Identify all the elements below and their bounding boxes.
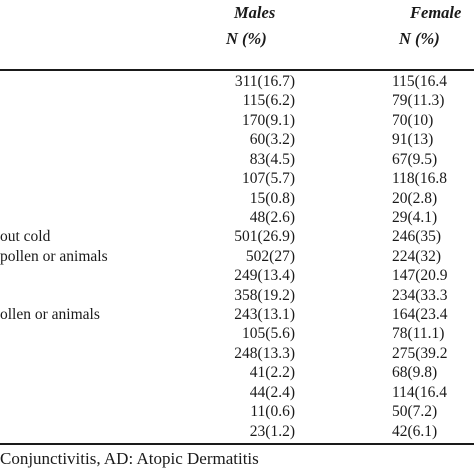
cell-males: 115(6.2) [242, 92, 295, 110]
row-label: out cold [0, 228, 51, 246]
cell-males: 11(0.6) [250, 403, 295, 421]
cell-females: 118(16.8 [392, 170, 447, 188]
cell-females: 42(6.1) [392, 422, 438, 440]
table-bottom-rule [0, 443, 474, 445]
cell-males: 248(13.3) [234, 344, 295, 362]
cell-females: 78(11.1) [392, 325, 445, 343]
table-row: 170(9.1) 70(10) [0, 111, 474, 130]
table-row: 15(0.8) 20(2.8) [0, 189, 474, 208]
cell-males: 105(5.6) [242, 325, 295, 343]
column-unit-males: N (%) [226, 29, 267, 48]
column-header-females: Female [410, 3, 462, 22]
cell-males: 15(0.8) [249, 189, 295, 207]
table-row: 60(3.2) 91(13) [0, 130, 474, 149]
table-row: pollen or animals 502(27) 224(32) [0, 247, 474, 266]
cell-males: 83(4.5) [249, 150, 295, 168]
table-row: 11(0.6) 50(7.2) [0, 402, 474, 421]
column-header-males: Males [234, 3, 276, 22]
table-row: 83(4.5) 67(9.5) [0, 150, 474, 169]
cell-females: 91(13) [392, 131, 434, 149]
cell-females: 147(20.9 [392, 267, 448, 285]
cell-females: 115(16.4 [392, 73, 447, 90]
cell-females: 275(39.2 [392, 344, 448, 362]
cell-males: 60(3.2) [249, 131, 295, 149]
table-row: 249(13.4) 147(20.9 [0, 266, 474, 285]
table-row: 48(2.6) 29(4.1) [0, 208, 474, 227]
cell-females: 79(11.3) [392, 92, 445, 110]
table-top-rule [0, 69, 474, 71]
cell-females: 70(10) [392, 111, 434, 129]
table-row: 248(13.3) 275(39.2 [0, 344, 474, 363]
cell-males: 311(16.7) [234, 73, 295, 90]
table-row: 105(5.6) 78(11.1) [0, 324, 474, 343]
table-row: ollen or animals 243(13.1) 164(23.4 [0, 305, 474, 324]
table-row: 23(1.2) 42(6.1) [0, 422, 474, 441]
table-row: 115(6.2) 79(11.3) [0, 91, 474, 110]
table-footnote: Conjunctivitis, AD: Atopic Dermatitis [0, 449, 259, 468]
cell-females: 67(9.5) [392, 150, 438, 168]
cell-males: 249(13.4) [234, 267, 295, 285]
cell-males: 107(5.7) [242, 170, 295, 188]
cell-males: 501(26.9) [234, 228, 295, 246]
cell-females: 68(9.8) [392, 364, 438, 382]
cell-females: 29(4.1) [392, 208, 438, 226]
table-row: 311(16.7) 115(16.4 [0, 72, 474, 91]
cell-males: 170(9.1) [242, 111, 295, 129]
cell-males: 48(2.6) [249, 208, 295, 226]
cell-females: 114(16.4 [392, 383, 447, 401]
table-row: 44(2.4) 114(16.4 [0, 383, 474, 402]
row-label: pollen or animals [0, 247, 108, 265]
cell-females: 20(2.8) [392, 189, 438, 207]
column-unit-females: N (%) [399, 29, 440, 48]
cell-females: 246(35) [392, 228, 442, 246]
cell-males: 41(2.2) [249, 364, 295, 382]
row-label: ollen or animals [0, 306, 100, 324]
cell-males: 243(13.1) [234, 306, 295, 324]
cell-females: 224(32) [392, 247, 442, 265]
cell-males: 358(19.2) [234, 286, 295, 304]
table-row: 41(2.2) 68(9.8) [0, 363, 474, 382]
cell-females: 164(23.4 [392, 306, 448, 324]
cell-males: 23(1.2) [249, 422, 295, 440]
table-row: out cold 501(26.9) 246(35) [0, 227, 474, 246]
cell-females: 50(7.2) [392, 403, 438, 421]
cell-females: 234(33.3 [392, 286, 448, 304]
cell-males: 44(2.4) [249, 383, 295, 401]
table-row: 358(19.2) 234(33.3 [0, 286, 474, 305]
cell-males: 502(27) [245, 247, 295, 265]
table-row: 107(5.7) 118(16.8 [0, 169, 474, 188]
